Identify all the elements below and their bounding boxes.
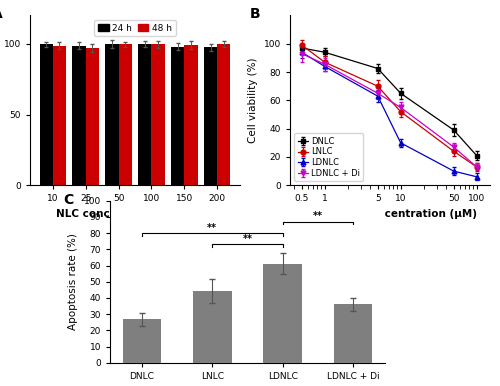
Legend: 24 h, 48 h: 24 h, 48 h — [94, 20, 176, 36]
Text: C: C — [63, 193, 74, 207]
Bar — [152, 44, 164, 185]
Bar — [72, 46, 86, 185]
Legend: DNLC, LNLC, LDNLC, LDNLC + Di: DNLC, LNLC, LDNLC, LDNLC + Di — [294, 134, 363, 181]
Bar — [122, 319, 161, 363]
Bar — [86, 48, 99, 185]
X-axis label: Lapa/DOX concentration (μM): Lapa/DOX concentration (μM) — [303, 209, 477, 219]
Y-axis label: Cell viability (%): Cell viability (%) — [248, 58, 258, 143]
Text: B: B — [250, 7, 260, 21]
Text: **: ** — [242, 234, 252, 244]
Y-axis label: Apoptosis rate (%): Apoptosis rate (%) — [68, 234, 78, 330]
Bar — [106, 44, 118, 185]
Bar — [334, 305, 372, 363]
X-axis label: NLC concentration (μg/mL): NLC concentration (μg/mL) — [56, 209, 214, 219]
Bar — [218, 44, 230, 185]
Text: **: ** — [208, 223, 218, 233]
Bar — [204, 47, 218, 185]
Bar — [52, 46, 66, 185]
Text: A: A — [0, 7, 3, 21]
Bar — [138, 44, 151, 185]
Bar — [193, 291, 232, 363]
Bar — [171, 47, 184, 185]
Bar — [40, 44, 52, 185]
Bar — [118, 44, 132, 185]
Bar — [184, 45, 198, 185]
Bar — [264, 264, 302, 363]
Text: **: ** — [313, 211, 323, 221]
